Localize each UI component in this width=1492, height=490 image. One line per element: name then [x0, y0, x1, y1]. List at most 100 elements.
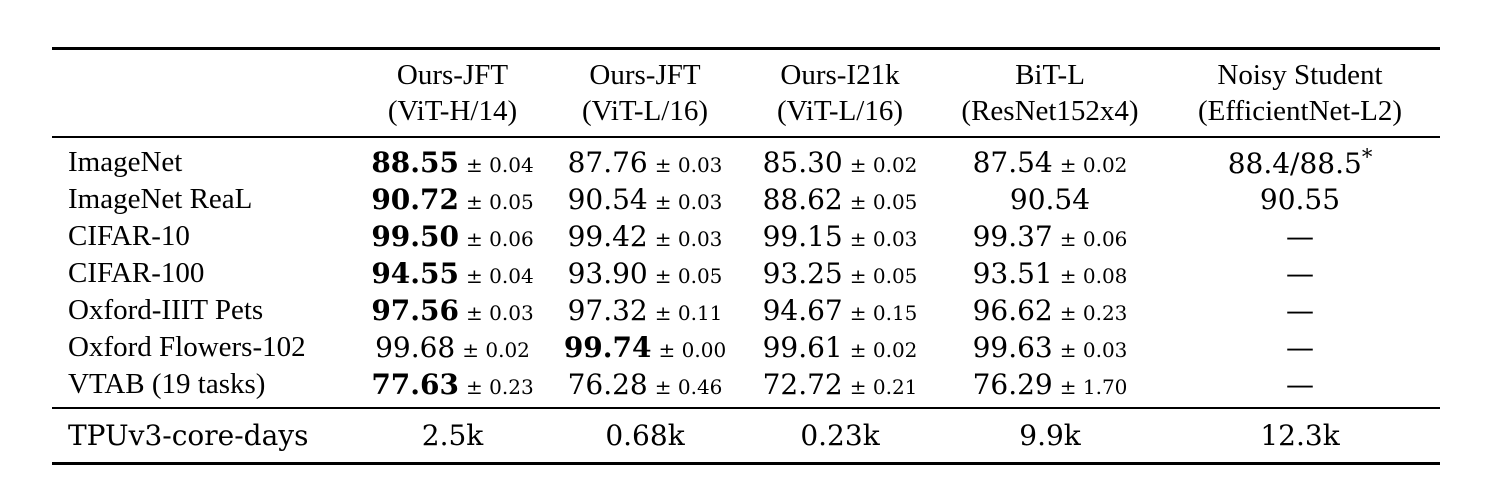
metric-value: 99.42: [567, 220, 648, 253]
table-row-tpu-days: TPUv3-core-days 2.5k 0.68k 0.23k 9.9k 12…: [52, 408, 1440, 464]
footnote-asterisk: *: [1361, 145, 1373, 169]
metric-stddev: ± 0.03: [654, 153, 723, 177]
metric-stddev: ± 0.23: [1059, 301, 1128, 325]
table-cell: 0.23k: [800, 419, 880, 452]
metric-value: 88.62: [762, 183, 843, 216]
metric-stddev: ± 0.03: [466, 301, 534, 325]
metric-stddev: ± 0.04: [466, 264, 534, 288]
results-table: Ours-JFT (ViT-H/14) Ours-JFT (ViT-L/16) …: [52, 47, 1440, 465]
metric-value: 90.54: [567, 183, 648, 216]
metric-value: —: [1286, 220, 1314, 253]
metric-stddev: ± 0.00: [658, 338, 727, 362]
table-cell: 76.29 ± 1.70: [940, 366, 1160, 408]
metric-value: 93.51: [972, 257, 1053, 290]
table-row-imagenet: ImageNet 88.55 ± 0.04 87.76 ± 0.03 85.30 ± …: [52, 137, 1440, 181]
table-header: Ours-JFT (ViT-H/14) Ours-JFT (ViT-L/16) …: [52, 49, 1440, 138]
metric-value: 85.30: [762, 146, 843, 179]
table-cell: —: [1160, 366, 1440, 408]
metric-value: 87.54: [972, 146, 1053, 179]
metric-value: 88.55: [371, 146, 460, 179]
metric-value: 99.37: [972, 220, 1053, 253]
metric-stddev: ± 0.05: [849, 264, 918, 288]
column-model-name: Ours-JFT: [396, 59, 509, 91]
column-model-detail: (EfficientNet-L2): [1198, 95, 1402, 127]
table-cell: 93.51 ± 0.08: [940, 255, 1160, 292]
column-header-ours-i21k-l16: Ours-I21k (ViT-L/16): [740, 49, 940, 138]
column-model-detail: (ViT-L/16): [581, 95, 709, 127]
metric-value: 76.28: [567, 368, 648, 401]
dataset-label: VTAB (19 tasks): [68, 368, 266, 400]
metric-stddev: ± 0.05: [849, 190, 918, 214]
metric-stddev: ± 0.23: [466, 375, 534, 399]
metric-value: 93.90: [567, 257, 648, 290]
metric-value: 99.61: [762, 331, 843, 364]
metric-value: 77.63: [371, 368, 460, 401]
metric-stddev: ± 0.02: [849, 338, 918, 362]
metric-stddev: ± 0.05: [654, 264, 723, 288]
column-header-ours-jft-h14: Ours-JFT (ViT-H/14): [355, 49, 550, 138]
metric-value: —: [1286, 294, 1314, 327]
table-cell: 88.62 ± 0.05: [740, 181, 940, 218]
table-cell: 99.74 ± 0.00: [550, 329, 740, 366]
metric-value: 90.55: [1259, 183, 1341, 216]
metric-value: 97.56: [371, 294, 460, 327]
metric-stddev: ± 0.03: [654, 227, 723, 251]
table-cell: —: [1160, 292, 1440, 329]
metric-stddev: ± 0.03: [654, 190, 723, 214]
table-cell: 99.37 ± 0.06: [940, 218, 1160, 255]
metric-value: —: [1286, 331, 1314, 364]
table-cell: 90.54: [940, 181, 1160, 218]
metric-stddev: ± 0.46: [654, 375, 723, 399]
metric-stddev: ± 0.02: [462, 338, 530, 362]
table-cell: 96.62 ± 0.23: [940, 292, 1160, 329]
table-cell: 93.90 ± 0.05: [550, 255, 740, 292]
table-cell: 90.55: [1160, 181, 1440, 218]
metric-stddev: ± 0.02: [849, 153, 918, 177]
column-model-name: BiT-L: [1015, 59, 1085, 91]
header-empty-cell: [52, 49, 355, 138]
column-model-detail: (ViT-L/16): [776, 95, 904, 127]
table-cell: 99.61 ± 0.02: [740, 329, 940, 366]
metric-value: 99.50: [371, 220, 460, 253]
column-model-detail: (ViT-H/14): [387, 95, 518, 127]
metric-stddev: ± 0.06: [1059, 227, 1128, 251]
metric-stddev: ± 0.02: [1059, 153, 1128, 177]
compute-label: TPUv3-core-days: [68, 419, 309, 452]
table-cell: 99.50 ± 0.06: [355, 218, 550, 255]
column-header-ours-jft-l16: Ours-JFT (ViT-L/16): [550, 49, 740, 138]
column-header-bit-l: BiT-L (ResNet152x4): [940, 49, 1160, 138]
table-cell: 88.55 ± 0.04: [355, 137, 550, 181]
metric-stddev: ± 0.15: [849, 301, 918, 325]
header-row: Ours-JFT (ViT-H/14) Ours-JFT (ViT-L/16) …: [52, 49, 1440, 138]
metric-value: 99.15: [762, 220, 843, 253]
metric-value: 72.72: [762, 368, 843, 401]
dataset-label: ImageNet: [68, 146, 183, 178]
table-row-oxford-pets: Oxford-IIIT Pets 97.56 ± 0.03 97.32 ± 0.11…: [52, 292, 1440, 329]
table-cell: 99.42 ± 0.03: [550, 218, 740, 255]
metric-stddev: ± 1.70: [1059, 375, 1128, 399]
metric-stddev: ± 0.05: [466, 190, 534, 214]
table-cell: 2.5k: [421, 419, 484, 452]
metric-value: —: [1286, 368, 1314, 401]
metric-value: —: [1286, 257, 1314, 290]
dataset-label: CIFAR-100: [68, 257, 205, 289]
dataset-label: Oxford Flowers-102: [68, 331, 306, 363]
table-cell: 85.30 ± 0.02: [740, 137, 940, 181]
column-header-noisy-student: Noisy Student (EfficientNet-L2): [1160, 49, 1440, 138]
column-model-name: Ours-I21k: [780, 59, 900, 91]
metric-value: 93.25: [762, 257, 843, 290]
table-cell: 97.56 ± 0.03: [355, 292, 550, 329]
table-cell: 77.63 ± 0.23: [355, 366, 550, 408]
metric-value: 99.68: [375, 331, 456, 364]
table-cell: 0.68k: [605, 419, 685, 452]
table-cell: 76.28 ± 0.46: [550, 366, 740, 408]
metric-value: 96.62: [972, 294, 1053, 327]
table-cell: 12.3k: [1260, 419, 1340, 452]
table-cell: —: [1160, 329, 1440, 366]
table-cell: 94.55 ± 0.04: [355, 255, 550, 292]
metric-value: 99.74: [563, 331, 652, 364]
metric-value: 87.76: [567, 146, 648, 179]
dataset-label: ImageNet ReaL: [68, 183, 253, 215]
metric-stddev: ± 0.21: [849, 375, 918, 399]
column-model-detail: (ResNet152x4): [961, 95, 1139, 127]
